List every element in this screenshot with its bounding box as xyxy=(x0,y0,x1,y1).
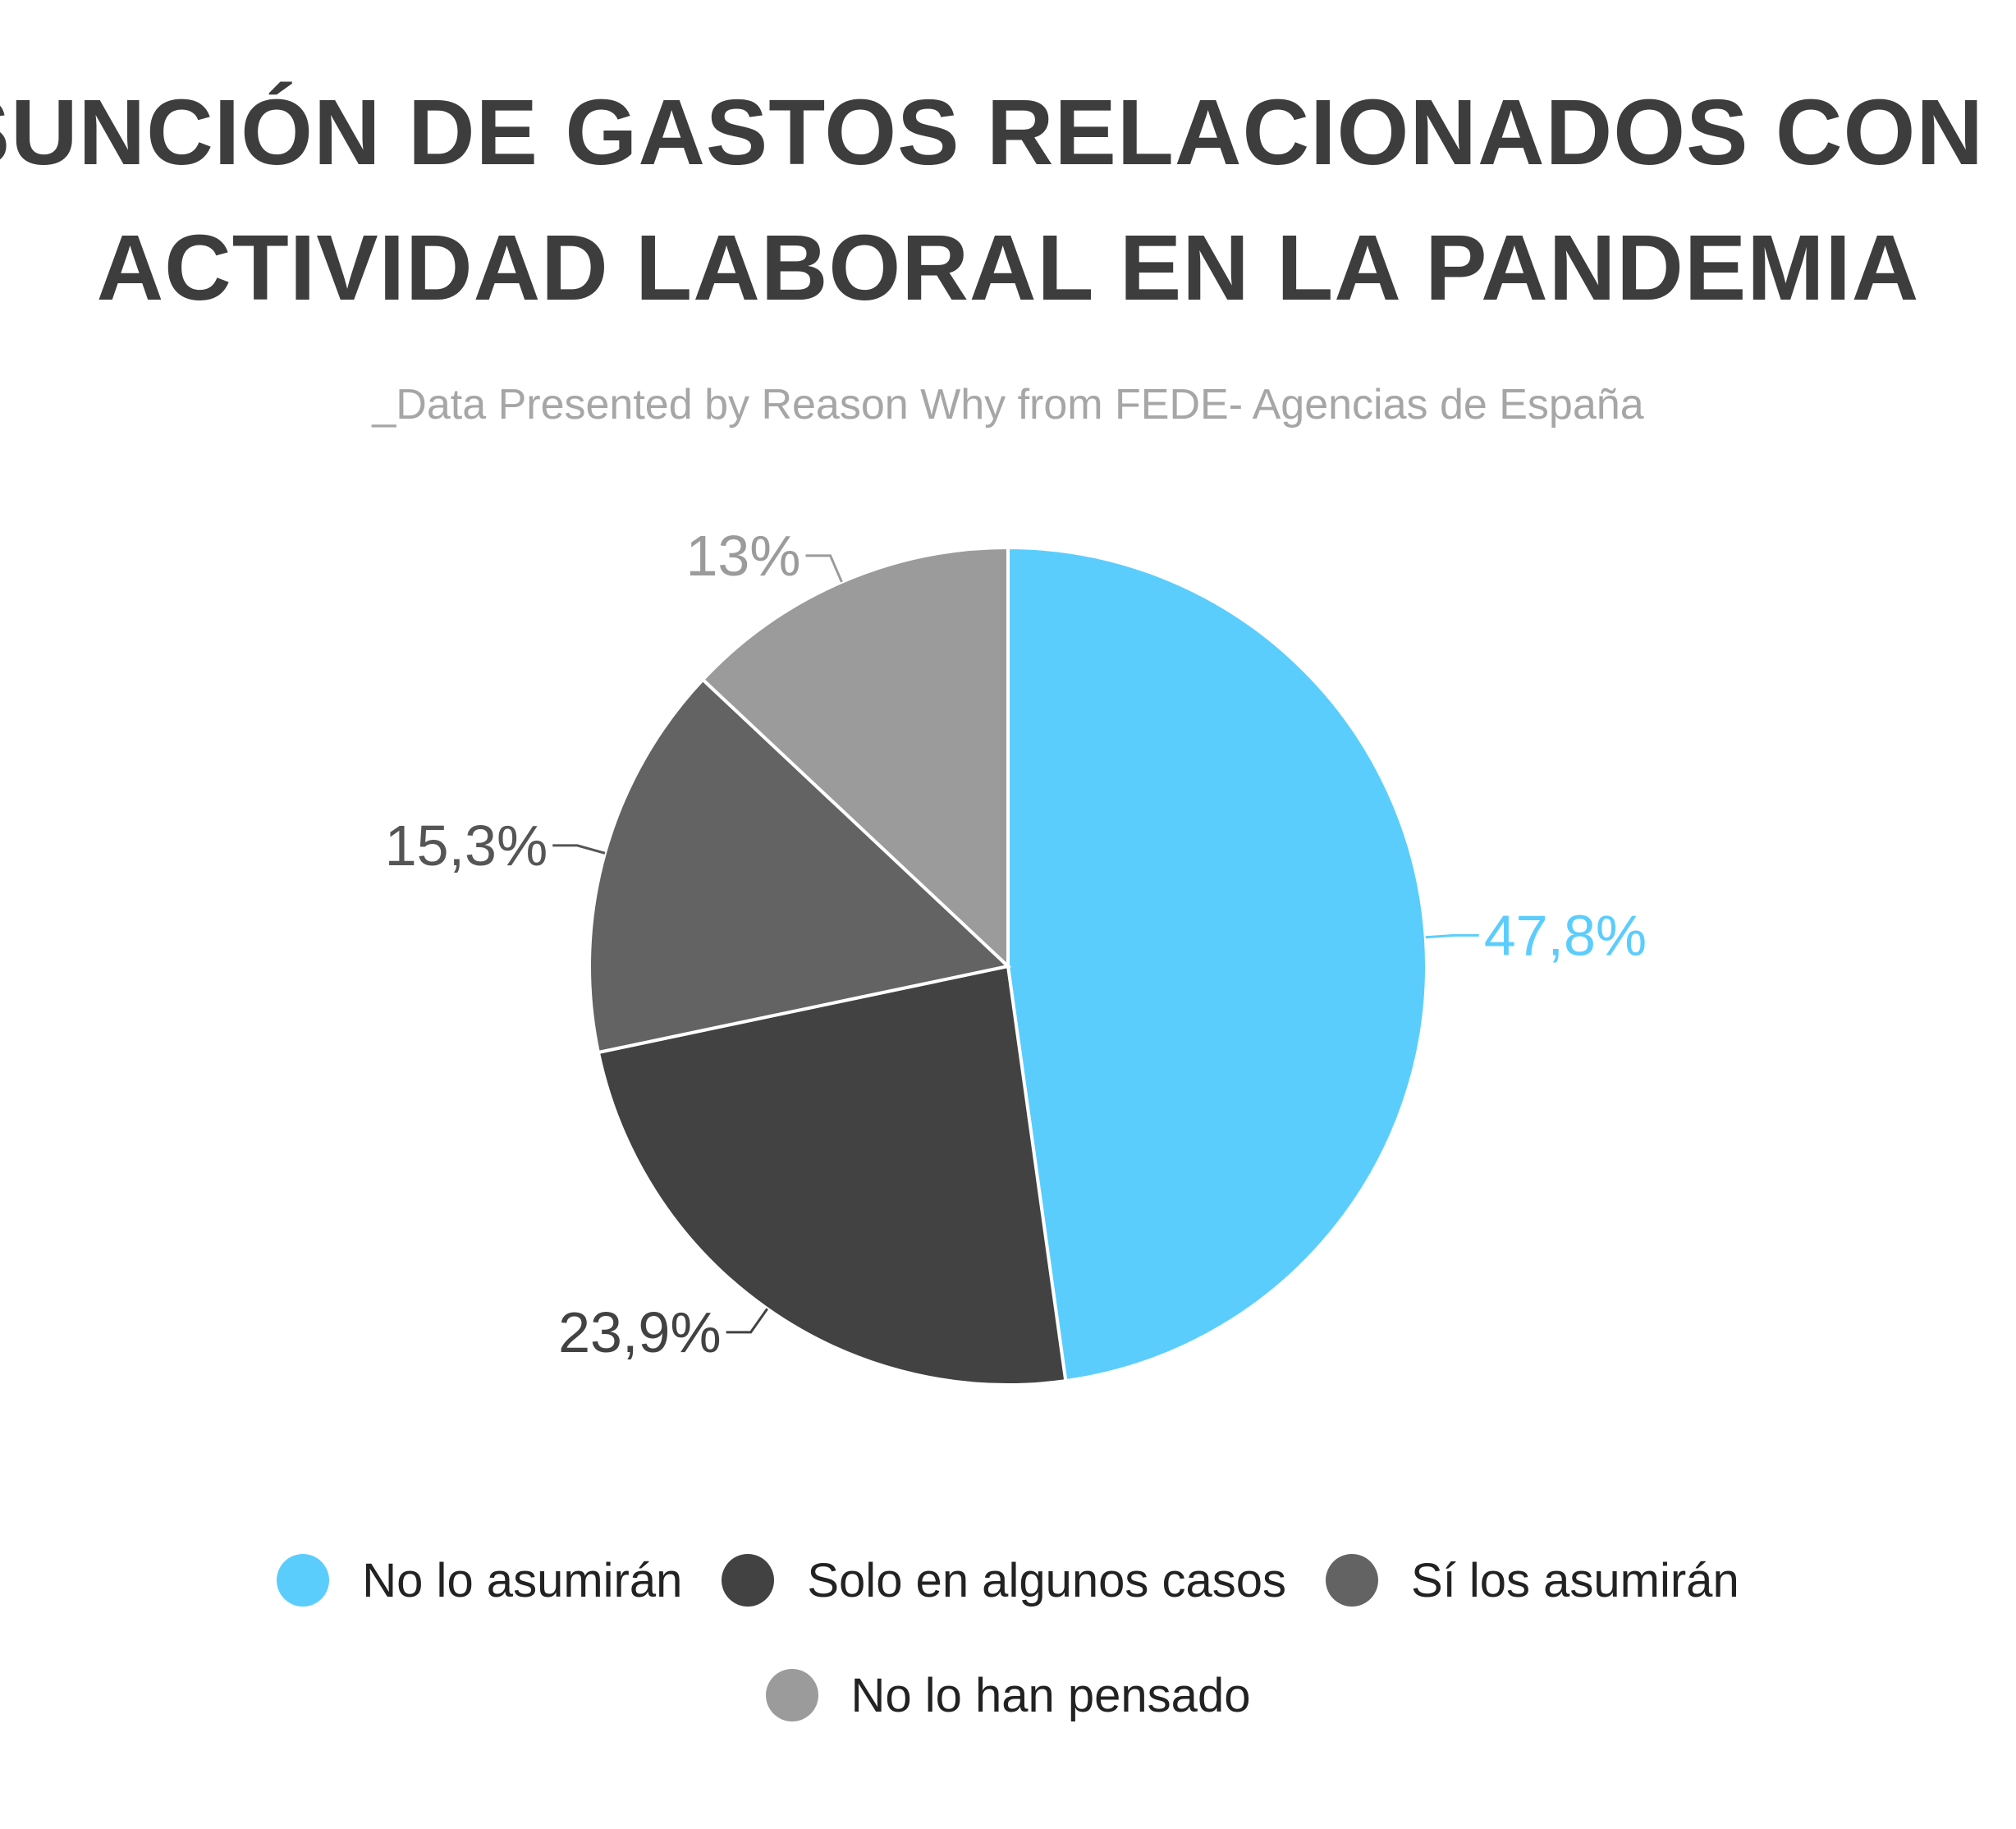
legend-swatch xyxy=(1325,1554,1378,1607)
legend-swatch xyxy=(765,1669,818,1721)
legend-label: No lo asumirán xyxy=(362,1553,683,1607)
chart-subtitle: _Data Presented by Reason Why from FEDE-… xyxy=(371,381,1643,429)
legend-item-si-los-asumiran: Sí los asumirán xyxy=(1325,1553,1739,1608)
chart-legend: No lo asumirán Solo en algunos casos Sí … xyxy=(0,1543,2016,1773)
leader-line-no-lo-han-pensado xyxy=(805,554,843,583)
legend-item-no-lo-han-pensado: No lo han pensado xyxy=(765,1668,1251,1723)
legend-label: No lo han pensado xyxy=(850,1668,1251,1722)
pie-slice-no-lo-asumiran xyxy=(1006,545,1429,1383)
legend-label: Sí los asumirán xyxy=(1410,1553,1739,1607)
leader-line-no-lo-asumiran xyxy=(1425,933,1479,939)
pie-slice-solo-en-algunos-casos xyxy=(596,964,1068,1387)
legend-row-1: No lo asumirán Solo en algunos casos Sí … xyxy=(0,1543,2016,1617)
legend-swatch xyxy=(722,1554,775,1607)
chart-title-line-2: ACTIVIDAD LABORAL EN LA PANDEMIA xyxy=(97,216,1920,319)
legend-swatch xyxy=(277,1554,330,1607)
data-label-no-lo-asumiran: 47,8% xyxy=(1484,903,1647,967)
pie-slice-si-los-asumiran xyxy=(588,677,1012,1055)
data-label-si-los-asumiran: 15,3% xyxy=(385,814,548,878)
pie-slices xyxy=(588,545,1429,1387)
chart-title-line-1: ASUNCIÓN DE GASTOS RELACIONADOS CON LA xyxy=(0,80,2016,184)
legend-item-no-lo-asumiran: No lo asumirán xyxy=(277,1553,682,1608)
leader-line-solo-en-algunos-casos xyxy=(726,1308,768,1334)
pie-labels: 47,8% 23,9% 15,3% 13% xyxy=(385,524,1647,1364)
data-label-solo-en-algunos-casos: 23,9% xyxy=(558,1300,721,1364)
data-label-no-lo-han-pensado: 13% xyxy=(685,524,800,588)
legend-item-solo-en-algunos-casos: Solo en algunos casos xyxy=(722,1553,1286,1608)
legend-row-2: No lo han pensado xyxy=(0,1658,2016,1732)
pie-slice-no-lo-han-pensado xyxy=(700,545,1010,970)
leader-line-si-los-asumiran xyxy=(552,844,606,855)
legend-label: Solo en algunos casos xyxy=(807,1553,1286,1607)
